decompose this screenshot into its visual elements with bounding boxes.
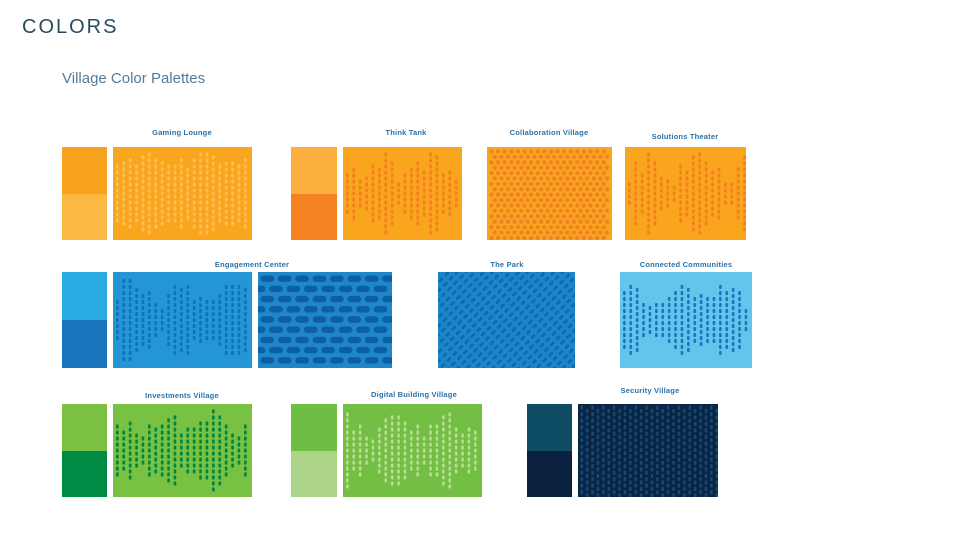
gaming-lounge-swatch-bottom — [62, 193, 107, 240]
connected-communities-pattern-panel — [620, 272, 752, 368]
wave-dots-texture — [116, 409, 247, 492]
wave-dots-texture — [116, 278, 247, 362]
think-tank-swatch-top — [291, 147, 337, 194]
section-subtitle: Village Color Palettes — [62, 70, 206, 87]
think-tank-swatch-bottom — [291, 193, 337, 240]
security-village-swatch-top — [527, 404, 572, 451]
wave-dots-texture — [623, 284, 748, 356]
connected-communities-label: Connected Communities — [639, 260, 733, 269]
bricks-texture — [258, 275, 392, 364]
collaboration-village-label: Collaboration Village — [509, 128, 589, 137]
engagement-center-swatch-bottom — [62, 320, 107, 368]
think-tank-label: Think Tank — [385, 128, 427, 137]
the-park-label: The Park — [490, 260, 524, 269]
dot-grid-texture — [489, 149, 610, 240]
engagement-center-pattern-panel-1 — [113, 272, 252, 368]
dash-grid-texture — [580, 405, 718, 497]
investments-village-pattern-panel — [113, 404, 252, 497]
think-tank-pattern-panel — [343, 147, 462, 240]
gaming-lounge-label: Gaming Lounge — [152, 128, 212, 137]
security-village-swatch-bottom — [527, 450, 572, 497]
wave-dots-texture — [346, 152, 458, 235]
security-village-label: Security Village — [620, 386, 680, 395]
digital-building-village-swatch-bottom — [291, 450, 337, 497]
engagement-center-swatch-top — [62, 272, 107, 320]
wave-dots-texture — [346, 412, 477, 489]
wave-dots-texture — [628, 152, 746, 235]
the-park-pattern-panel — [438, 272, 575, 368]
digital-building-village-swatch-top — [291, 404, 337, 451]
investments-village-swatch-top — [62, 404, 107, 451]
engagement-center-pattern-panel-2 — [258, 272, 392, 368]
diagonal-lines-texture — [438, 272, 575, 368]
security-village-pattern-panel — [578, 404, 718, 497]
gaming-lounge-pattern-panel — [113, 147, 252, 240]
solutions-theater-label: Solutions Theater — [651, 132, 719, 141]
collaboration-village-pattern-panel — [487, 147, 612, 240]
digital-building-village-label: Digital Building Village — [371, 390, 457, 399]
digital-building-village-pattern-panel — [343, 404, 482, 497]
solutions-theater-pattern-panel — [625, 147, 746, 240]
engagement-center-label: Engagement Center — [214, 260, 290, 269]
wave-dots-texture — [116, 152, 247, 235]
page-title: COLORS — [22, 16, 119, 38]
investments-village-label: Investments Village — [145, 391, 219, 400]
investments-village-swatch-bottom — [62, 450, 107, 497]
gaming-lounge-swatch-top — [62, 147, 107, 194]
